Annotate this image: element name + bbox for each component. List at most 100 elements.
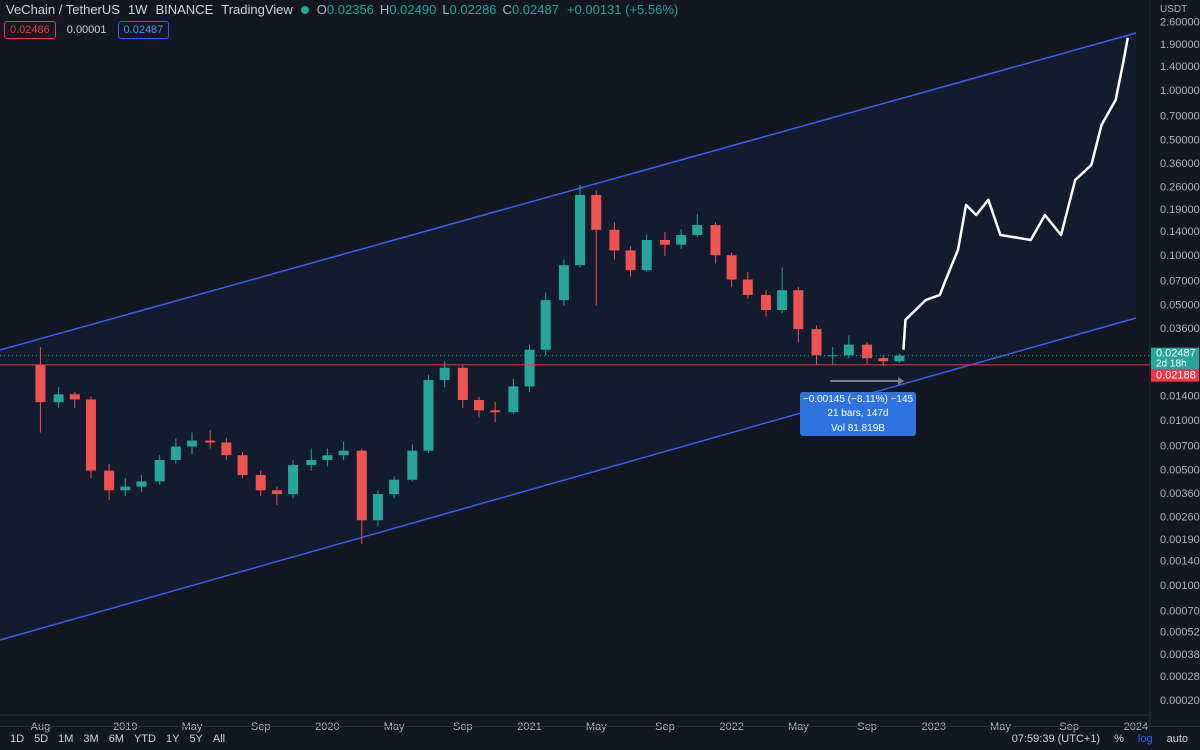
candle-body (609, 229, 620, 251)
candle-body (625, 250, 636, 271)
change: +0.00131 (+5.56%) (566, 2, 679, 17)
ohlc-value: 0.02490 (389, 2, 437, 17)
ohlc-item: O0.02356 (317, 2, 374, 17)
alert-label: 0.02188 (1156, 370, 1196, 382)
sell-price[interactable]: 0.02486 (4, 21, 56, 39)
countdown: 2d 18h (1156, 358, 1187, 369)
y-tick-label: 0.00140 (1160, 556, 1200, 568)
candle-body (389, 479, 400, 495)
y-tick-label: 0.05000 (1160, 300, 1200, 312)
y-tick-label: 0.00020 (1160, 695, 1200, 707)
candle-body (35, 364, 46, 403)
ohlc-key: O (316, 2, 327, 17)
y-tick-label: 0.01000 (1160, 415, 1200, 427)
candle-body (811, 329, 822, 356)
ohlc-item: H0.02490 (380, 2, 436, 17)
candle-body (154, 459, 165, 482)
candle-body (575, 195, 586, 266)
range-button[interactable]: 5Y (189, 733, 203, 745)
trade-boxes: 0.02486 0.00001 0.02487 (4, 21, 170, 39)
candle-body (255, 475, 266, 491)
exchange: BINANCE (155, 2, 214, 17)
candle-body (558, 265, 569, 301)
y-tick-label: 1.90000 (1160, 39, 1200, 51)
candle-body (710, 225, 721, 256)
candle-body (843, 344, 854, 356)
channel-upper (0, 32, 1137, 351)
y-tick-label: 0.00700 (1160, 440, 1200, 452)
y-tick-label: 0.19000 (1160, 204, 1200, 216)
channel-lower (0, 317, 1137, 641)
market-status (300, 5, 309, 14)
range-buttons: 1D 5D 1M 3M 6M YTD 1Y 5Y All (0, 733, 225, 745)
y-tick-label: 2.60000 (1160, 16, 1200, 28)
candle-body (69, 394, 80, 400)
candles (35, 184, 905, 544)
legend: VeChain / TetherUS 1W BINANCE TradingVie… (6, 2, 678, 17)
candle-body (338, 450, 349, 456)
candle-body (53, 394, 64, 403)
y-tick-label: 0.00190 (1160, 534, 1200, 546)
y-tick-label: 0.03600 (1160, 323, 1200, 335)
ohlc-item: C0.02487 (503, 2, 559, 17)
candle-body (288, 465, 299, 495)
candle-body (508, 386, 519, 413)
range-button[interactable]: 3M (83, 733, 99, 745)
range-button[interactable]: YTD (133, 733, 156, 745)
range-button[interactable]: 1M (58, 733, 74, 745)
candle-body (85, 399, 96, 471)
candle-body (136, 481, 147, 487)
range-button[interactable]: All (212, 733, 226, 745)
candle-body (793, 290, 804, 330)
buy-price[interactable]: 0.02487 (117, 21, 170, 39)
y-tick-label: 0.07000 (1160, 275, 1200, 287)
candle-body (591, 195, 602, 230)
candle-body (726, 255, 737, 280)
candle-body (524, 349, 535, 387)
candle-body (742, 279, 753, 295)
candle-body (306, 459, 317, 466)
auto-toggle[interactable]: auto (1166, 733, 1188, 745)
range-button[interactable]: 1Y (165, 733, 180, 745)
candle-body (457, 367, 468, 400)
y-tick-label: 0.10000 (1160, 250, 1200, 262)
candle-body (104, 470, 115, 491)
interval[interactable]: 1W (127, 2, 148, 17)
ohlc-value: 0.02487 (511, 2, 559, 17)
source: TradingView (221, 2, 293, 17)
candle-body (473, 399, 484, 411)
y-tick-label: 1.40000 (1160, 61, 1200, 73)
candle-body (540, 300, 551, 350)
measure-line: Vol 81.819B (831, 423, 885, 435)
range-button[interactable]: 5D (34, 733, 49, 745)
measure-arrow-head (898, 377, 904, 385)
y-tick-label: 1.00000 (1160, 85, 1200, 97)
ohlc-value: 0.02286 (449, 2, 497, 17)
price-label: 0.02487 (1156, 348, 1196, 360)
y-tick-label: 0.00070 (1160, 605, 1200, 617)
y-tick-label: 0.00052 (1160, 627, 1200, 639)
ohlc-key: H (379, 2, 390, 17)
axis-unit[interactable]: USDT (1160, 4, 1188, 15)
range-button[interactable]: 6M (108, 733, 124, 745)
y-tick-label: 0.01400 (1160, 391, 1200, 403)
ohlc: O0.02356 H0.02490 L0.02286 C0.02487 (317, 2, 559, 17)
ohlc-key: C (502, 2, 512, 17)
percent-toggle[interactable]: % (1114, 733, 1124, 745)
log-toggle[interactable]: log (1137, 733, 1153, 745)
candle-body (760, 294, 771, 311)
symbol[interactable]: VeChain / TetherUS (6, 2, 120, 17)
candle-body (407, 450, 418, 480)
candle-body (777, 290, 788, 311)
y-tick-label: 0.00360 (1160, 488, 1200, 500)
candle-body (237, 455, 248, 476)
candle-body (878, 358, 889, 362)
candle-body (372, 494, 383, 521)
y-tick-label: 0.00500 (1160, 464, 1200, 476)
y-tick-label: 0.00028 (1160, 671, 1200, 683)
range-button[interactable]: 1D (10, 733, 25, 745)
candle-body (120, 486, 131, 491)
candle-body (205, 440, 216, 443)
